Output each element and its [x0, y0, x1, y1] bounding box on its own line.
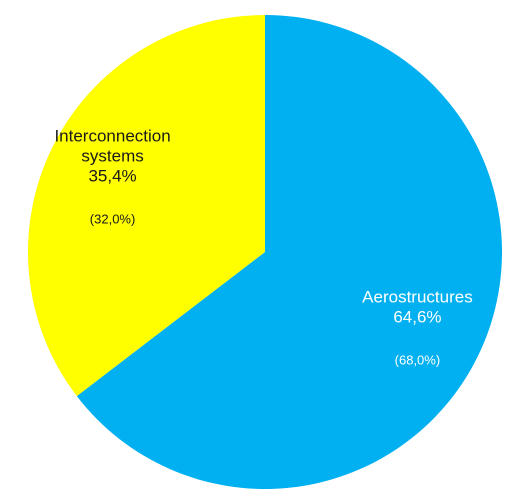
pie-slice-1 [28, 15, 266, 397]
pie-slice-0 [76, 15, 503, 489]
pie-slice-previous-0: (68,0%) [395, 352, 441, 367]
pie-slice-value-0: 64,6% [393, 307, 441, 326]
pie-slice-label-1-line-1: systems [81, 147, 143, 166]
pie-slice-previous-1: (32,0%) [90, 212, 136, 227]
pie-slice-label-0-line-0: Aerostructures [362, 287, 473, 306]
pie-slices [28, 15, 503, 489]
pie-slice-label-1-line-0: Interconnection [54, 127, 170, 146]
pie-slice-value-1: 35,4% [88, 167, 136, 186]
